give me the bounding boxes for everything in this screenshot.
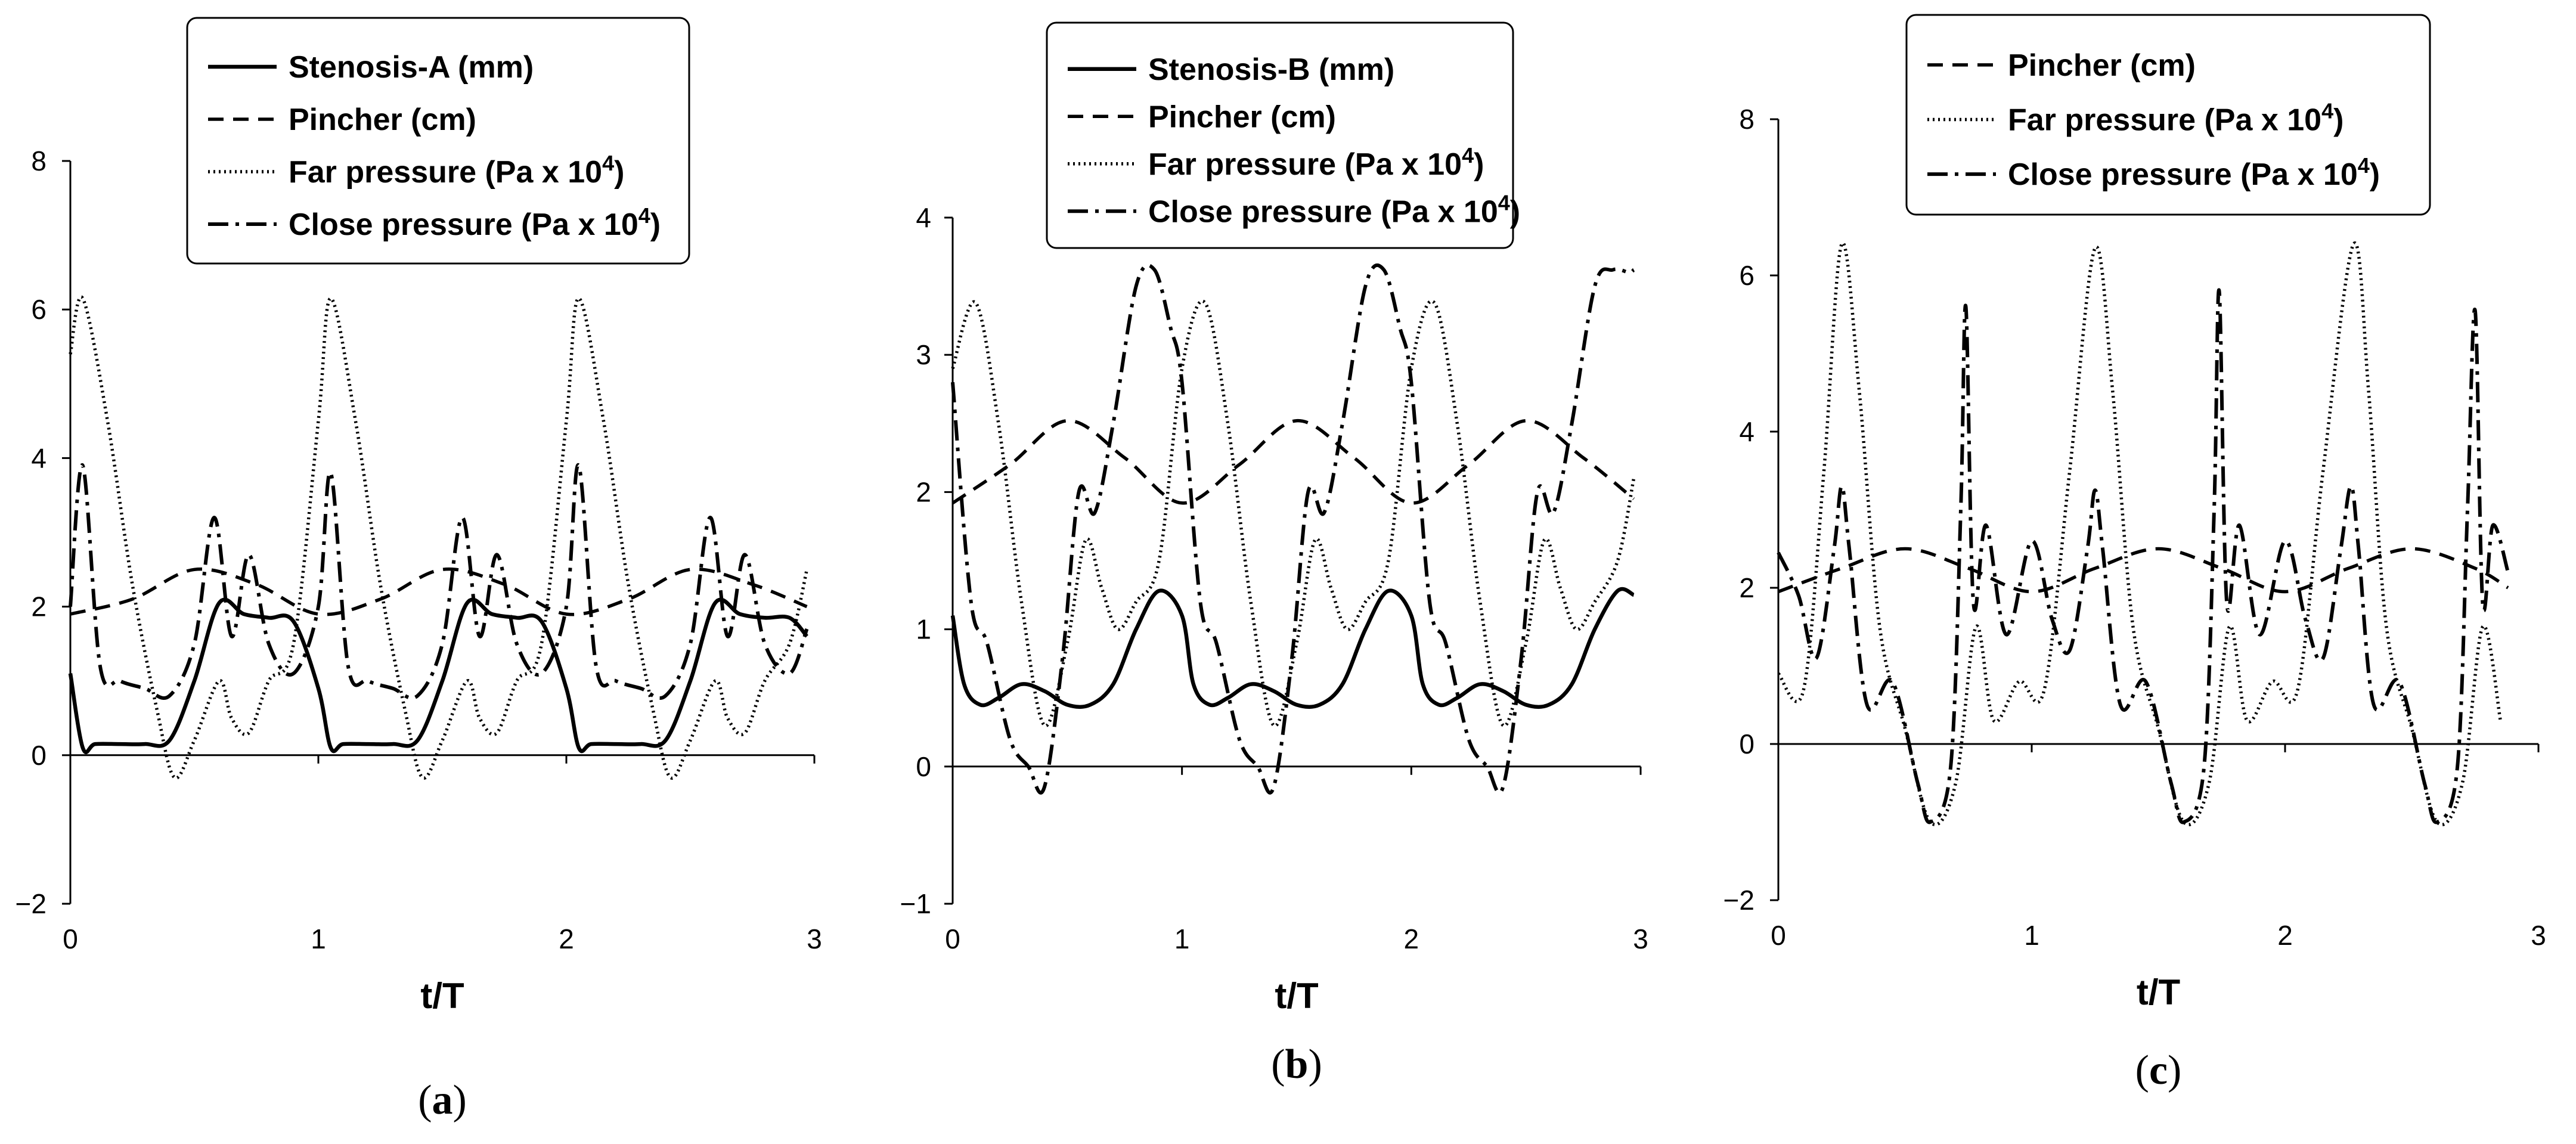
y-tick-label: 0 [31, 740, 47, 771]
series-line-3 [69, 295, 809, 780]
chart-panel-a: −2 0 2 4 6 8 0 1 2 3 t/T Stenosis-A (mm) Pincher (cm… [16, 17, 822, 1123]
legend-label: Close pressure (Pa x 104) [289, 203, 661, 242]
x-tick-label: 1 [2024, 920, 2039, 951]
y-tick-label: 0 [916, 751, 931, 782]
x-tick-label: 2 [2277, 920, 2293, 951]
x-tick-label: 1 [1174, 923, 1190, 954]
x-axis-title: t/T [1275, 976, 1318, 1016]
y-tick-label: 6 [1739, 260, 1754, 291]
legend: Stenosis-B (mm) Pincher (cm) Far pressure … [1046, 21, 1520, 249]
x-tick-label: 2 [559, 923, 574, 954]
chart-panel-b: −1 0 1 2 3 4 0 1 2 3 t/T Stenosis-B (mm) Pincher (cm… [900, 21, 1648, 1087]
y-tick-label: 4 [31, 442, 47, 473]
y-tick-label: 2 [916, 476, 931, 507]
y-tick-label: −2 [16, 888, 47, 919]
series-line-2 [70, 567, 808, 616]
x-tick-label: 0 [1771, 920, 1786, 951]
panel-label: (a) [418, 1077, 467, 1123]
x-axis-title: t/T [2137, 972, 2180, 1012]
legend-label: Stenosis-B (mm) [1148, 52, 1394, 87]
y-tick-label: 3 [916, 339, 931, 370]
legend-label: Far pressure (Pa x 104) [2008, 99, 2343, 138]
x-tick-label: 3 [2531, 920, 2546, 951]
y-tick-label: 4 [1739, 416, 1754, 447]
legend-label: Close pressure (Pa x 104) [1148, 190, 1520, 229]
chart-panel-c: −2 0 2 4 6 8 0 1 2 3 t/T Pincher (cm) Far pressure (… [1723, 14, 2546, 1093]
panel-label: (c) [2135, 1047, 2182, 1093]
panel-label: (b) [1271, 1041, 1322, 1087]
series-line-2 [1777, 241, 2503, 827]
x-axis-title: t/T [420, 976, 464, 1016]
series-line-4 [69, 463, 809, 700]
x-tick-label: 3 [1633, 923, 1648, 954]
legend: Stenosis-A (mm) Pincher (cm) Far pressure … [186, 17, 690, 265]
x-tick-label: 1 [311, 923, 326, 954]
legend-label: Far pressure (Pa x 104) [289, 151, 624, 190]
legend: Pincher (cm) Far pressure (Pa x 104) Close… [1905, 14, 2431, 216]
series-line-3 [951, 299, 1636, 728]
y-tick-label: 2 [31, 591, 47, 622]
y-tick-label: 0 [1739, 728, 1754, 759]
x-tick-label: 0 [945, 923, 960, 954]
series-line-3 [1777, 288, 2510, 824]
series-line-4 [951, 263, 1635, 795]
y-tick-label: 8 [31, 145, 47, 176]
legend-label: Pincher (cm) [2008, 48, 2196, 83]
y-tick-label: 1 [916, 614, 931, 645]
legend-label: Pincher (cm) [289, 103, 476, 137]
y-tick-label: 4 [916, 202, 931, 233]
legend-box [186, 17, 690, 265]
y-tick-label: −1 [900, 888, 931, 919]
y-tick-label: 6 [31, 294, 47, 325]
x-tick-label: 0 [63, 923, 78, 954]
legend-label: Close pressure (Pa x 104) [2008, 153, 2380, 192]
y-tick-label: 2 [1739, 572, 1754, 603]
legend-box [1905, 14, 2431, 216]
y-tick-label: 8 [1739, 104, 1754, 135]
legend-box [1046, 21, 1514, 249]
legend-label: Pincher (cm) [1148, 100, 1336, 134]
series-line-1 [1778, 547, 2509, 594]
x-tick-label: 3 [807, 923, 822, 954]
x-tick-label: 2 [1404, 923, 1419, 954]
y-tick-label: −2 [1723, 885, 1754, 916]
series-line-1 [68, 597, 808, 755]
series-line-2 [951, 418, 1635, 505]
legend-label: Stenosis-A (mm) [289, 50, 534, 85]
legend-label: Far pressure (Pa x 104) [1148, 143, 1484, 182]
